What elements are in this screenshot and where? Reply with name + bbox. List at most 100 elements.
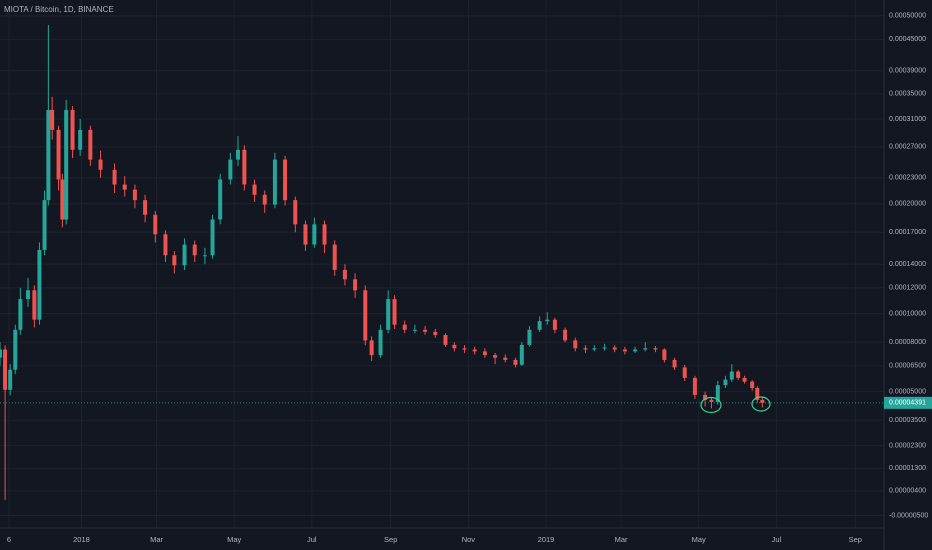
candle-body [32, 290, 37, 320]
candle-body [18, 299, 23, 330]
candle-body [13, 329, 18, 370]
y-tick-label: 0.00017000 [889, 229, 926, 236]
candle-body [412, 329, 417, 331]
x-tick-label: May [227, 535, 241, 544]
candle-body [163, 234, 168, 256]
candle-body [692, 377, 697, 395]
candle-body [332, 244, 337, 270]
candle-body [60, 179, 65, 220]
y-tick-label: 0.00006500 [889, 363, 926, 370]
candle-body [755, 388, 760, 400]
y-tick-label: 0.00023000 [889, 175, 926, 182]
candle-body [643, 348, 648, 350]
candle-body [293, 200, 298, 225]
candle-body [760, 399, 765, 403]
candle-body [482, 351, 487, 356]
y-tick-label: 0.00008000 [889, 339, 926, 346]
y-tick-label: 0.00039000 [889, 68, 926, 75]
candle-body [592, 348, 597, 350]
candle-body [602, 347, 607, 349]
y-tick-label: 0.00031000 [889, 116, 926, 123]
candle-body [563, 329, 568, 341]
candle-body [513, 359, 518, 365]
candle-body [369, 340, 374, 356]
candle-body [236, 149, 240, 160]
candle-body [723, 379, 728, 386]
candle-body [662, 349, 667, 360]
x-tick-label: 2019 [538, 535, 555, 544]
y-tick-label: 0.00001300 [889, 465, 926, 472]
candle-body [46, 109, 51, 201]
candle-body [612, 347, 617, 350]
candle-body [172, 255, 177, 266]
candle-body [272, 159, 277, 205]
candle-body [715, 385, 720, 402]
candle-body [322, 224, 327, 245]
annotation-circle [700, 396, 722, 414]
candle-body [682, 367, 687, 378]
candle-body [218, 179, 223, 220]
candle-body [262, 194, 267, 205]
candle-body [363, 290, 368, 341]
y-tick-label: 0.00050000 [889, 13, 926, 20]
x-tick-label: Mar [150, 535, 163, 544]
candle-body [78, 129, 83, 150]
candle-body [493, 355, 498, 358]
last-price-label: 0.00004391 [889, 400, 926, 407]
candle-body [703, 394, 708, 400]
candle-body [0, 349, 2, 358]
candle-body [192, 244, 197, 256]
candle-body [303, 224, 308, 245]
candle-body [88, 129, 93, 160]
candle-body [64, 109, 69, 220]
candle-body [202, 255, 207, 257]
candle-body [552, 319, 557, 330]
candle-body [182, 244, 187, 266]
candle-body [242, 149, 247, 185]
y-tick-label: 0.00027000 [889, 144, 926, 151]
y-tick-label: 0.00002300 [889, 442, 926, 449]
candle-body [443, 335, 448, 345]
candle-body [527, 329, 532, 345]
annotation-circle [751, 396, 771, 412]
candle-body [56, 129, 61, 180]
axes: 0.00050000 0.00045000 0.00039000 0.00035000… [7, 13, 932, 544]
candles [0, 24, 884, 500]
candle-body [672, 359, 677, 368]
y-tick-label: 0.00014000 [889, 261, 926, 268]
candle-body [392, 299, 397, 325]
candle-body [573, 340, 578, 349]
candle-body [519, 344, 524, 365]
candle-body [42, 200, 47, 250]
candle-body [545, 319, 550, 322]
candle-body [462, 348, 467, 350]
candle-body [252, 184, 257, 195]
candle-body [50, 109, 55, 130]
x-tick-label: Nov [462, 535, 476, 544]
y-tick-label: 0.00045000 [889, 36, 926, 43]
candle-body [122, 184, 127, 190]
x-tick-label: 6 [7, 535, 11, 544]
x-tick-label: Sep [384, 535, 397, 544]
candle-body [283, 159, 288, 201]
candle-body [353, 279, 358, 291]
candle-body [750, 381, 755, 389]
x-tick-label: Sep [849, 535, 862, 544]
candle-body [70, 109, 75, 150]
candle-body [503, 357, 508, 360]
y-tick-label: 0.00012000 [889, 285, 926, 292]
grid [0, 0, 884, 528]
x-tick-label: Jul [772, 535, 782, 544]
y-tick-label: 0.00010000 [889, 310, 926, 317]
y-tick-label: 0.00035000 [889, 91, 926, 98]
candle-body [112, 169, 117, 185]
candle-body [423, 329, 428, 332]
candle-body [210, 219, 215, 256]
candle-body [312, 224, 317, 245]
candle-body [433, 331, 438, 336]
candle-body [3, 349, 8, 390]
x-tick-label: May [692, 535, 706, 544]
candle-body [386, 299, 391, 330]
